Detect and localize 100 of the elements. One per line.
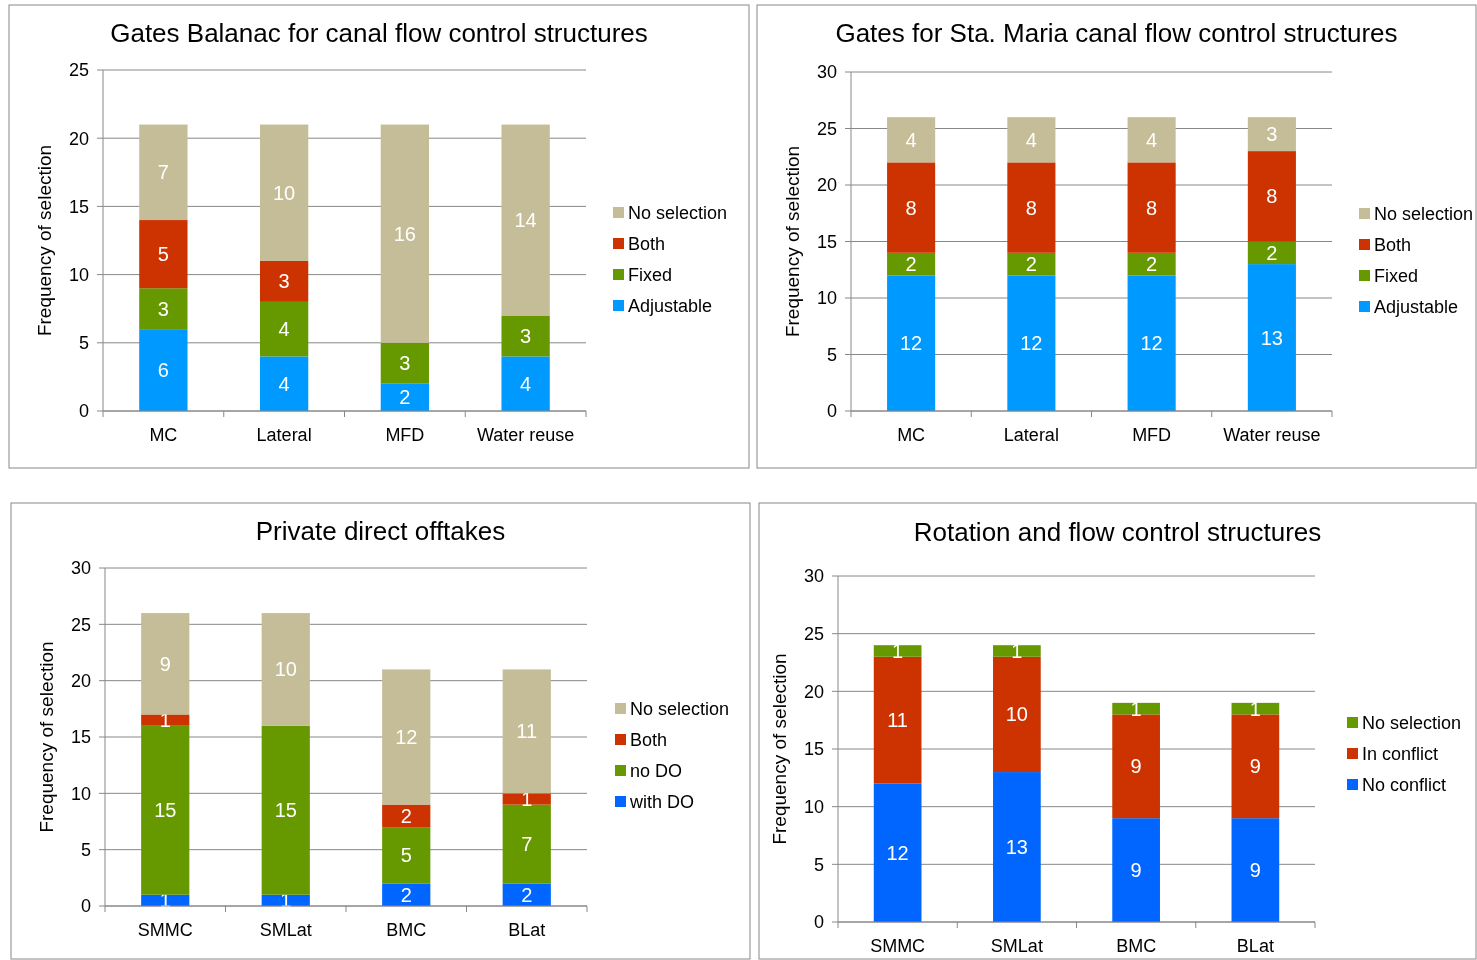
x-tick-label: Water reuse	[476, 425, 575, 445]
y-tick-label: 30	[70, 558, 91, 579]
bar	[141, 714, 190, 726]
bar	[502, 669, 551, 794]
x-tick-label: MFD	[385, 425, 425, 445]
bar	[141, 613, 190, 715]
bar	[1112, 714, 1160, 819]
x-tick-label: BLat	[1236, 936, 1274, 956]
y-tick-label: 25	[70, 614, 91, 635]
y-tick-label: 15	[68, 196, 89, 217]
chart-title: Gates for Sta. Maria canal flow control structures	[835, 18, 1398, 48]
data-label: 12	[886, 841, 909, 864]
chart-title: Rotation and flow control structures	[913, 517, 1322, 547]
x-tick-label: SMLat	[990, 936, 1043, 956]
legend-label: no DO	[630, 761, 683, 782]
data-label: 1	[280, 889, 292, 912]
bar	[1127, 117, 1176, 163]
bar	[887, 252, 936, 276]
x-tick-label: MFD	[1132, 425, 1172, 445]
data-label: 1	[521, 787, 533, 810]
data-label: 2	[1266, 241, 1278, 264]
data-label: 8	[1266, 185, 1278, 208]
data-label: 5	[400, 844, 412, 867]
bar	[139, 124, 188, 221]
data-label: 15	[154, 799, 177, 822]
legend-label: with DO	[629, 792, 695, 813]
data-label: 12	[1020, 332, 1043, 355]
bar	[1007, 252, 1056, 276]
data-label: 9	[1249, 859, 1261, 882]
chart-title: Gates Balanac for canal flow control structures	[110, 18, 648, 48]
y-tick-label: 30	[803, 566, 824, 587]
legend-label: No selection	[1362, 713, 1462, 734]
data-label: 4	[520, 372, 532, 395]
x-tick-label: SMLat	[259, 920, 312, 940]
data-label: 11	[887, 709, 909, 732]
data-label: 3	[157, 297, 169, 320]
x-tick-label: Lateral	[1003, 425, 1059, 445]
bar	[1007, 117, 1056, 163]
legend-label: No selection	[630, 699, 730, 720]
bar	[502, 804, 551, 884]
bar	[259, 260, 309, 302]
y-tick-label: 5	[78, 333, 89, 354]
bar	[501, 315, 550, 357]
bar	[873, 645, 922, 657]
y-tick-label: 10	[68, 264, 89, 285]
data-label: 5	[157, 243, 169, 266]
y-axis-title: Frequency of selection	[782, 145, 803, 338]
data-label: 8	[905, 196, 917, 219]
y-axis-title: Frequency of selection	[769, 653, 790, 845]
bar	[261, 725, 310, 895]
y-tick-label: 10	[70, 783, 91, 804]
data-label: 9	[159, 652, 171, 675]
y-axis-title: Frequency of selection	[36, 641, 57, 833]
bar	[261, 613, 310, 726]
y-tick-label: 20	[68, 128, 89, 149]
bar	[380, 124, 430, 343]
bar	[1247, 264, 1296, 411]
bar	[1007, 275, 1056, 411]
bar	[502, 883, 551, 906]
data-label: 14	[514, 209, 537, 232]
y-tick-label: 25	[803, 623, 824, 644]
x-tick-label: BMC	[1116, 936, 1157, 956]
data-label: 16	[393, 222, 416, 245]
bar	[1231, 714, 1280, 819]
bar	[1112, 818, 1160, 922]
bar	[501, 124, 550, 316]
bar	[259, 124, 309, 261]
data-label: 13	[1260, 326, 1283, 349]
bar	[887, 117, 936, 163]
data-label: 4	[278, 372, 290, 395]
bar	[139, 288, 188, 330]
data-label: 2	[399, 386, 411, 409]
y-tick-label: 20	[803, 681, 824, 702]
bar	[873, 656, 922, 784]
x-tick-label: Lateral	[256, 425, 312, 445]
x-tick-label: MC	[149, 425, 178, 445]
data-label: 12	[1140, 332, 1163, 355]
y-tick-label: 0	[826, 401, 837, 422]
y-tick-label: 0	[813, 912, 824, 933]
data-label: 3	[1266, 123, 1278, 146]
x-tick-label: SMMC	[137, 920, 193, 940]
bar	[1127, 275, 1176, 411]
chart-title: Private direct offtakes	[255, 516, 506, 546]
y-tick-label: 10	[816, 288, 837, 309]
data-label: 1	[1011, 639, 1023, 662]
legend-label: Both	[628, 234, 666, 255]
bar	[993, 645, 1041, 657]
data-label: 10	[273, 181, 296, 204]
y-tick-label: 20	[70, 670, 91, 691]
data-label: 4	[1025, 128, 1037, 151]
data-label: 9	[1130, 859, 1142, 882]
data-label: 6	[157, 359, 169, 382]
y-tick-label: 5	[826, 344, 837, 365]
x-tick-label: SMMC	[870, 936, 926, 956]
data-label: 4	[1146, 128, 1158, 151]
data-label: 2	[1146, 253, 1158, 276]
bar	[141, 725, 190, 895]
bar	[993, 772, 1041, 922]
bar	[502, 793, 551, 805]
bar	[382, 669, 431, 805]
